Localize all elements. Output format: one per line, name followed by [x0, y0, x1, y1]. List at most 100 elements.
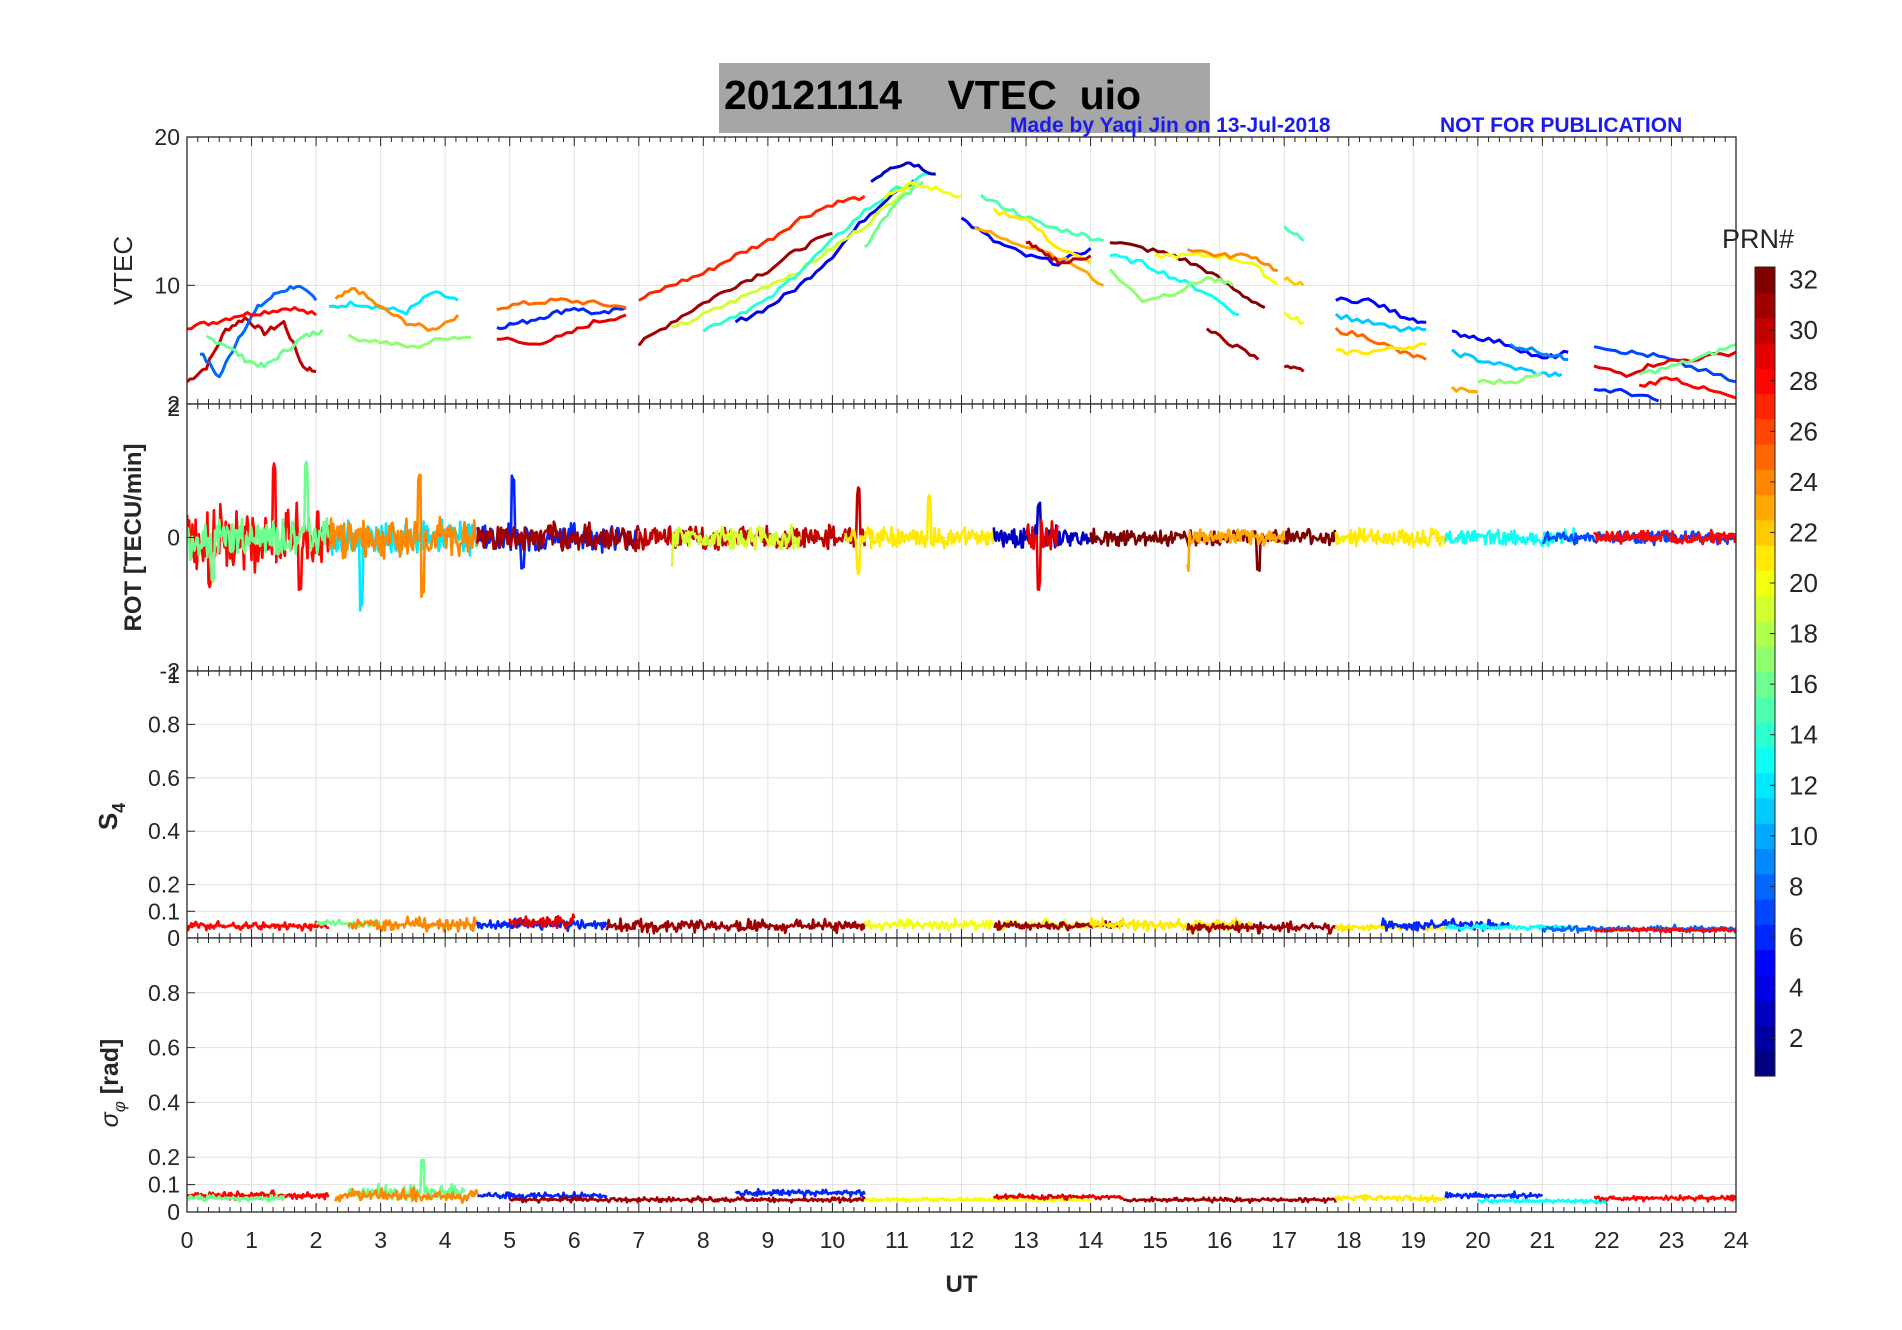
colorbar-swatch: [1755, 267, 1775, 293]
colorbar-tick-label: 6: [1789, 922, 1803, 952]
series-line-prn-6: [1593, 387, 1660, 403]
series-line-prn-16: [187, 460, 331, 583]
colorbar-swatch: [1755, 772, 1775, 799]
series-line-prn-6: [476, 474, 641, 570]
series-line-prn-17: [1108, 268, 1234, 303]
series-line-prn-31: [476, 520, 641, 553]
publication-notice: NOT FOR PUBLICATION: [1440, 114, 1683, 137]
series-line-prn-17: [347, 333, 472, 350]
series-line-prn-25: [1334, 326, 1427, 361]
series-line-prn-12: [328, 290, 459, 316]
x-tick-label: 19: [1400, 1227, 1426, 1253]
y-tick-label: 0: [167, 1199, 180, 1225]
y-tick-label: 0.1: [148, 898, 180, 924]
colorbar-swatch: [1755, 797, 1775, 824]
series-line-prn-20: [864, 1196, 1092, 1204]
series-line-prn-32: [1109, 241, 1266, 309]
series-line-prn-6: [1380, 917, 1511, 932]
series-line-prn-13: [1476, 1197, 1609, 1205]
panel-s4: 0.10.2 0.4 0.6 0.8 1 0 S4: [93, 662, 1737, 951]
series-line-prn-6: [734, 1187, 866, 1198]
y-tick-label: 2: [167, 391, 180, 417]
series-line-prn-21: [1335, 342, 1427, 356]
y-tick-label: 0: [167, 925, 180, 951]
y-tick-label: 0.4: [148, 1089, 180, 1115]
series-group: [187, 913, 1736, 935]
colorbar-tick-label: 20: [1789, 568, 1818, 598]
colorbar-tick-label: 24: [1789, 467, 1818, 497]
colorbar-swatch: [1755, 342, 1775, 369]
series-line-prn-16: [205, 328, 324, 369]
series-line-prn-28: [1593, 926, 1736, 934]
series-line-prn-24: [1186, 248, 1278, 272]
series-line-prn-6: [476, 917, 608, 933]
series-line-prn-20: [883, 181, 962, 200]
x-tick-label: 13: [1013, 1227, 1039, 1253]
x-tick-label: 22: [1594, 1227, 1620, 1253]
colorbar-tick-label: 18: [1789, 619, 1818, 649]
series-group: [187, 460, 1736, 612]
series-line-prn-29: [992, 1192, 1124, 1201]
series-line-prn-20: [1154, 252, 1279, 287]
y-tick-label: 20: [154, 124, 180, 150]
colorbar-tick-label: 32: [1789, 265, 1818, 295]
colorbar-tick-label: 4: [1789, 973, 1803, 1003]
series-line-prn-21: [1089, 916, 1253, 934]
series-line-prn-25: [496, 297, 627, 312]
colorbar-swatch: [1755, 823, 1775, 850]
panel-vtec: 10 20 2 VTEC: [108, 124, 1737, 417]
x-tick-label: 21: [1530, 1227, 1556, 1253]
colorbar-swatch: [1755, 899, 1775, 925]
series-line-prn-6: [477, 1190, 608, 1201]
x-tick-label: 15: [1142, 1227, 1168, 1253]
series-line-prn-22: [1283, 276, 1305, 287]
series-line-prn-21: [1334, 922, 1446, 933]
colorbar-swatch: [1755, 924, 1775, 951]
series-line-prn-31: [1205, 327, 1260, 361]
series-line-prn-21: [844, 494, 996, 576]
series-line-prn-28: [1592, 528, 1736, 546]
y-axis-label: σφ [rad]: [96, 1039, 129, 1128]
series-line-prn-15: [979, 193, 1105, 243]
series-line-prn-31: [1283, 364, 1305, 373]
series-line-prn-23: [1450, 385, 1479, 394]
panel-sigma-phi: 00.10.20.40.60.8σφ [rad]0 1 2 3 4 5 6 7 8 9 10 11 12…: [96, 937, 1749, 1298]
colorbar-tick-label: 2: [1789, 1023, 1803, 1053]
series-line-prn-24: [334, 287, 460, 332]
x-tick-label: 12: [949, 1227, 975, 1253]
colorbar-swatch: [1755, 848, 1775, 875]
series-line-prn-7: [1593, 345, 1736, 384]
colorbar-swatch: [1755, 949, 1775, 976]
colorbar-label: PRN#: [1722, 224, 1794, 254]
series-line-prn-17: [1477, 372, 1543, 386]
x-tick-label: 3: [374, 1227, 387, 1253]
series-line-prn-28: [187, 462, 331, 591]
title-box: [719, 63, 1210, 133]
x-tick-label: 2: [310, 1227, 323, 1253]
series-line-prn-19: [670, 523, 802, 568]
colorbar-swatch: [1755, 469, 1775, 496]
series-line-prn-6: [496, 306, 627, 331]
colorbar-swatch: [1755, 873, 1775, 900]
y-tick-label: 0.4: [148, 818, 180, 844]
series-line-prn-11: [1450, 348, 1563, 378]
series-line-prn-20: [1283, 312, 1305, 326]
series-line-prn-30: [187, 316, 317, 383]
colorbar-swatch: [1755, 747, 1775, 774]
series-line-prn-23: [1186, 528, 1286, 573]
colorbar-swatch: [1755, 974, 1775, 1001]
series-line-prn-28: [187, 920, 330, 932]
colorbar-swatch: [1755, 292, 1775, 319]
y-axis-label: VTEC: [108, 236, 138, 305]
colorbar-tick-label: 8: [1789, 871, 1803, 901]
x-tick-label: 8: [697, 1227, 710, 1253]
series-line-prn-3: [870, 161, 936, 183]
colorbar-tick-label: 22: [1789, 517, 1818, 547]
x-axis-label: UT: [946, 1271, 978, 1298]
series-line-prn-30: [1025, 240, 1092, 265]
series-line-prn-31: [637, 231, 833, 347]
chart-title: 20121114 VTEC uio: [724, 72, 1142, 118]
y-tick-label: 10: [154, 272, 180, 298]
y-tick-label: -2: [160, 658, 180, 684]
